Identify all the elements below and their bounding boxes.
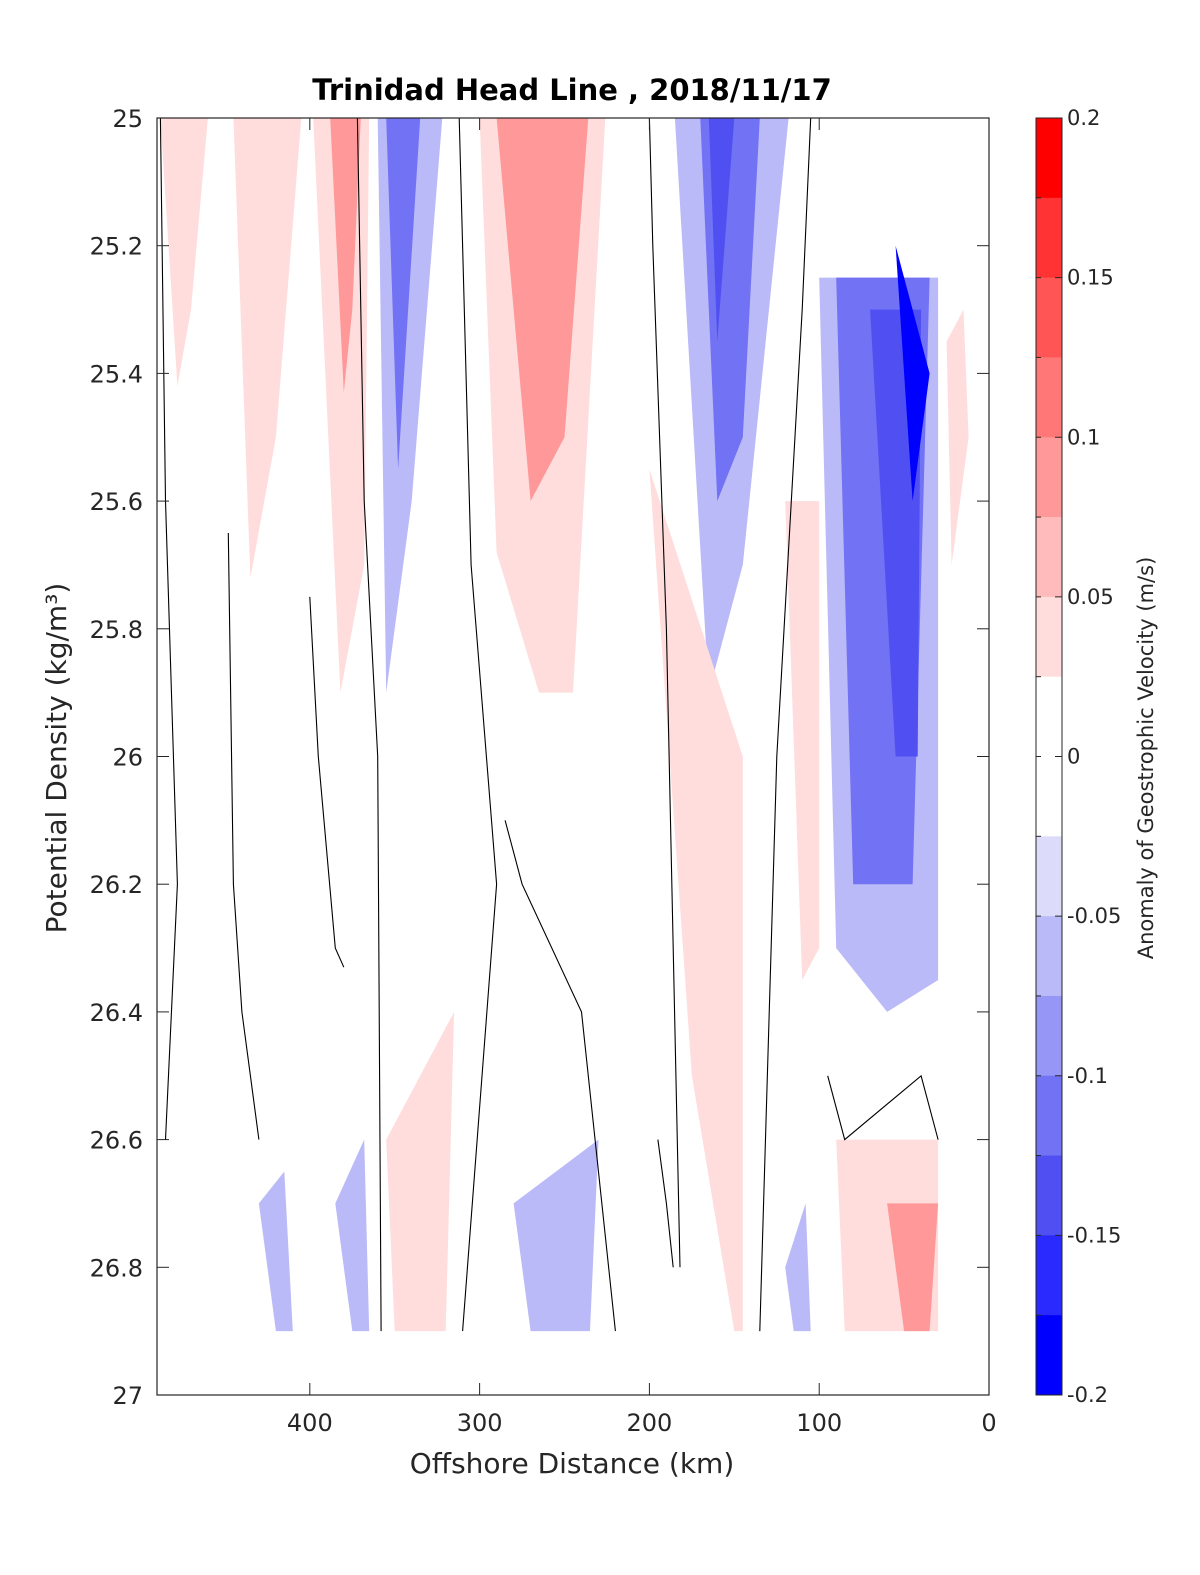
zero-contour-line xyxy=(648,117,681,1268)
y-tick-label: 25.6 xyxy=(90,488,143,516)
y-tick-label: 26.2 xyxy=(90,871,143,899)
chart-title: Trinidad Head Line , 2018/11/17 xyxy=(312,73,832,107)
colorbar-segment xyxy=(1036,1315,1062,1396)
colorbar-segment xyxy=(1036,197,1062,279)
colorbar-tick-label: -0.1 xyxy=(1067,1064,1108,1088)
colorbar-segment xyxy=(1036,1155,1062,1236)
contour-fill-region xyxy=(887,1203,939,1332)
contour-fill-region xyxy=(708,118,735,342)
contour-fill-region xyxy=(895,245,930,502)
colorbar-tick-label: 0.15 xyxy=(1067,266,1114,290)
contour-fill-region xyxy=(946,309,969,565)
zero-contour-line xyxy=(356,117,382,1332)
colorbar-segment xyxy=(1036,277,1062,358)
y-tick-label: 26 xyxy=(112,744,143,772)
zero-contour-line xyxy=(309,596,345,968)
y-axis-label: Potential Density (kg/m³) xyxy=(40,583,73,934)
contour-fill-region xyxy=(649,469,743,1332)
colorbar-segment xyxy=(1036,916,1062,997)
x-tick-label: 200 xyxy=(627,1409,673,1437)
colorbar-segment xyxy=(1036,1075,1062,1157)
colorbar-tick-label: 0 xyxy=(1067,745,1080,769)
contour-fill-region xyxy=(233,118,302,578)
contour-fill-region xyxy=(496,118,589,502)
colorbar-segment xyxy=(1036,995,1062,1077)
x-axis-label: Offshore Distance (km) xyxy=(410,1447,735,1480)
zero-contour-line xyxy=(159,117,178,1140)
y-tick-label: 25.4 xyxy=(90,360,143,388)
zero-contour-lines xyxy=(159,117,939,1332)
y-tick-label: 25.8 xyxy=(90,616,143,644)
y-tick-label: 26.6 xyxy=(90,1127,143,1155)
colorbar-tick-label: 0.2 xyxy=(1067,106,1100,130)
zero-contour-line xyxy=(759,117,812,1332)
contour-fill-region xyxy=(386,1011,455,1332)
x-tick-label: 0 xyxy=(981,1409,996,1437)
y-tick-label: 27 xyxy=(112,1382,143,1410)
contour-fill-region xyxy=(785,1203,811,1332)
zero-contour-line xyxy=(458,117,498,1332)
colorbar-label: Anomaly of Geostrophic Velocity (m/s) xyxy=(1134,557,1158,960)
y-tick-label: 26.4 xyxy=(90,999,143,1027)
colorbar: 0.2 0.15 0.1 0.05 0 -0.05 -0.1 -0.15 -0.2 xyxy=(1035,106,1121,1407)
colorbar-segment xyxy=(1036,836,1062,917)
x-tick-label: 400 xyxy=(287,1409,333,1437)
colorbar-segment xyxy=(1036,596,1062,678)
y-axis: 25 25.2 25.4 25.6 25.8 26 26.2 26.4 26.6 26.8 27 xyxy=(90,105,989,1410)
colorbar-segment xyxy=(1036,437,1062,518)
colorbar-segment xyxy=(1036,676,1062,757)
contour-fill-region xyxy=(335,1139,370,1332)
x-tick-label: 100 xyxy=(796,1409,842,1437)
contour-fill-region xyxy=(330,118,361,393)
colorbar-segment xyxy=(1036,1235,1062,1316)
colorbar-tick-label: 0.05 xyxy=(1067,585,1114,609)
colorbar-tick-label: -0.2 xyxy=(1067,1383,1108,1407)
contour-fill-region xyxy=(258,1171,293,1332)
colorbar-segment xyxy=(1036,118,1062,199)
colorbar-tick-label: -0.05 xyxy=(1067,904,1121,928)
x-tick-label: 300 xyxy=(457,1409,503,1437)
contour-fill-region xyxy=(785,501,820,980)
colorbar-tick-label: -0.15 xyxy=(1067,1223,1121,1247)
y-tick-label: 25 xyxy=(112,105,143,133)
colorbar-segment xyxy=(1036,357,1062,438)
contour-fill-region xyxy=(386,118,421,470)
zero-contour-line xyxy=(827,1074,939,1141)
zero-contour-line xyxy=(657,1139,674,1268)
zero-contour-line xyxy=(504,820,616,1332)
colorbar-tick-label: 0.1 xyxy=(1067,425,1100,449)
x-axis: 400 300 200 100 0 xyxy=(287,118,997,1437)
contour-fills xyxy=(160,118,969,1332)
zero-contour-line xyxy=(227,532,260,1140)
colorbar-segment xyxy=(1036,517,1062,598)
contour-fill-region xyxy=(513,1139,599,1332)
contour-fill-region xyxy=(160,118,208,387)
contour-fill-region xyxy=(313,118,370,693)
colorbar-segment xyxy=(1036,756,1062,837)
y-tick-label: 25.2 xyxy=(90,233,143,261)
y-tick-label: 26.8 xyxy=(90,1254,143,1282)
